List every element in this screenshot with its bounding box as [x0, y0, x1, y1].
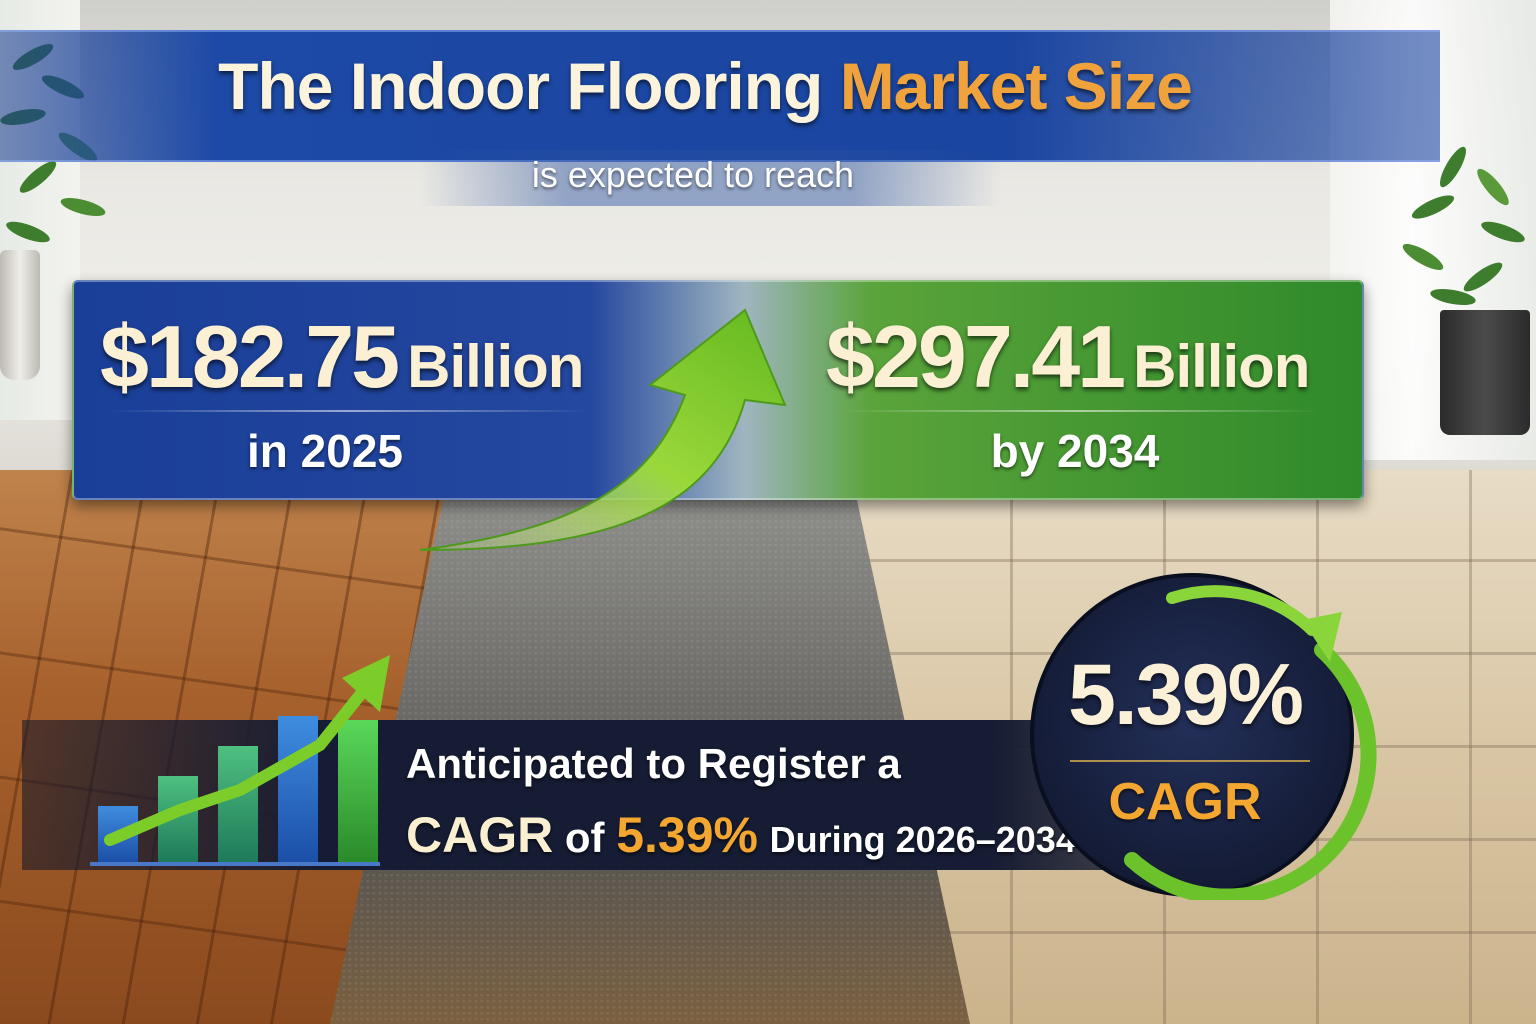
end-divider	[840, 410, 1320, 412]
title-banner	[0, 30, 1440, 162]
left-pot	[0, 250, 40, 380]
cagr-badge-rate: 5.39%	[1068, 647, 1304, 743]
title-accent: Market Size	[839, 49, 1193, 123]
cagr-text-line2: CAGR of 5.39% During 2026–2034	[406, 806, 1076, 864]
page-title: The Indoor Flooring Market Size	[0, 48, 1410, 124]
end-unit: Billion	[1133, 333, 1310, 400]
cagr-period: During 2026–2034	[769, 819, 1076, 860]
cagr-text-line1: Anticipated to Register a	[406, 740, 901, 787]
cagr-rate: 5.39%	[616, 807, 758, 863]
end-amount: $297.41	[826, 307, 1126, 406]
end-period: by 2034	[990, 425, 1160, 477]
cagr-word: CAGR	[406, 807, 554, 863]
subtitle-banner	[420, 150, 1000, 206]
start-value: $182.75 Billion	[100, 306, 584, 408]
title-main: The Indoor Flooring	[218, 49, 823, 123]
growth-arrow-icon	[419, 308, 787, 551]
right-pot	[1440, 310, 1530, 435]
start-divider	[110, 410, 590, 412]
start-amount: $182.75	[100, 307, 400, 406]
bar-chart-icon	[90, 655, 390, 866]
start-period: in 2025	[247, 425, 403, 477]
page-subtitle: is expected to reach	[531, 154, 855, 195]
start-unit: Billion	[407, 333, 584, 400]
cagr-badge-icon	[1030, 573, 1377, 900]
cagr-badge-divider	[1070, 760, 1310, 762]
end-value: $297.41 Billion	[826, 306, 1310, 408]
of-word: of	[564, 814, 605, 861]
cagr-badge-label: CAGR	[1108, 773, 1262, 831]
